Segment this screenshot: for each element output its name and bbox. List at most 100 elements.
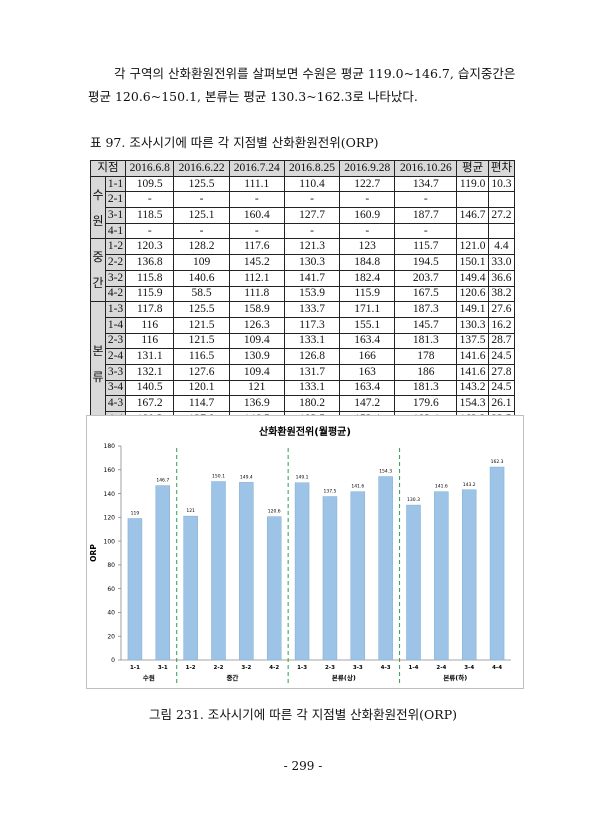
value-cell: 133.1 xyxy=(283,379,341,397)
bar-data-label: 119 xyxy=(131,511,140,517)
value-cell: 115.7 xyxy=(394,238,458,256)
value-cell: 16.2 xyxy=(487,316,516,334)
value-cell: 181.3 xyxy=(394,332,458,350)
orp-table: 지점 2016.6.8 2016.6.22 2016.7.24 2016.8.25 201… xyxy=(90,160,516,428)
value-cell: 125.5 xyxy=(173,175,230,193)
value-cell: 121.5 xyxy=(173,332,230,350)
value-cell: 109.4 xyxy=(228,332,285,350)
value-cell: 116 xyxy=(124,332,175,350)
group-axis-label: 중간 xyxy=(226,673,238,682)
x-tick-label: 4-2 xyxy=(269,665,279,671)
value-cell: 140.5 xyxy=(124,379,175,397)
bar xyxy=(350,491,366,661)
table-header-row: 지점 2016.6.8 2016.6.22 2016.7.24 2016.8.25 201… xyxy=(90,160,516,177)
bar xyxy=(211,481,226,661)
value-cell: 149.1 xyxy=(456,301,489,318)
value-cell: - xyxy=(124,191,175,209)
bar-data-label: 143.2 xyxy=(463,482,476,488)
bar-data-label: 150.1 xyxy=(212,474,225,480)
value-cell: 203.7 xyxy=(394,269,458,287)
value-cell: 141.7 xyxy=(283,269,341,287)
value-cell: 28.7 xyxy=(487,332,516,350)
value-cell: 38.2 xyxy=(487,285,516,303)
column-header: 지점 xyxy=(90,160,126,177)
site-cell: 2-2 xyxy=(105,254,126,271)
y-tick-label: 160 xyxy=(104,467,116,474)
bar-data-label: 120.6 xyxy=(268,509,281,515)
value-cell: 111.1 xyxy=(228,175,285,193)
table-row: 3-3 132.1 127.6 109.4 131.7 163 186 141.6 27.8 xyxy=(91,363,516,381)
value-cell: - xyxy=(339,222,396,240)
x-tick-label: 3-4 xyxy=(464,665,474,671)
value-cell: - xyxy=(283,191,341,209)
value-cell: 178 xyxy=(394,348,458,365)
value-cell: 163.4 xyxy=(339,379,396,397)
value-cell: 141.6 xyxy=(456,363,489,381)
value-cell: 122.7 xyxy=(339,175,396,193)
value-cell: 36.6 xyxy=(487,269,516,287)
column-header: 2016.6.8 xyxy=(124,160,175,177)
value-cell: 167.2 xyxy=(124,395,175,412)
bar xyxy=(183,515,198,661)
value-cell: 134.7 xyxy=(394,175,458,193)
value-cell: 130.3 xyxy=(283,254,341,271)
column-header: 2016.6.22 xyxy=(173,160,230,177)
bar xyxy=(322,496,338,661)
x-tick-label: 2-2 xyxy=(214,665,224,671)
value-cell: 109 xyxy=(173,254,230,271)
paragraph-line-2: 평균 120.6~150.1, 본류는 평균 130.3~162.3로 나타났다… xyxy=(88,89,418,104)
bar xyxy=(294,482,310,661)
value-cell: 115.9 xyxy=(124,285,175,303)
x-tick-label: 3-2 xyxy=(241,665,251,671)
value-cell: 184.8 xyxy=(339,254,396,271)
value-cell: 154.3 xyxy=(456,395,489,412)
intro-paragraph: 각 구역의 산화환원전위를 살펴보면 수원은 평균 119.0~146.7, 습… xyxy=(88,62,534,108)
bar xyxy=(406,504,421,661)
value-cell: - xyxy=(339,191,396,209)
bar-data-label: 121 xyxy=(186,508,195,514)
value-cell: 120.6 xyxy=(456,285,489,303)
value-cell: 27.2 xyxy=(487,207,516,224)
x-tick-label: 2-4 xyxy=(436,665,446,671)
bar xyxy=(155,485,171,661)
value-cell: 179.6 xyxy=(394,395,458,412)
chart-title: 산화환원전위(월평균) xyxy=(259,425,351,438)
y-tick-label: 120 xyxy=(104,515,116,522)
table-row: 3-2 115.8 140.6 112.1 141.7 182.4 203.7 149.4 36… xyxy=(91,269,516,287)
site-cell: 4-2 xyxy=(105,285,126,303)
bar-data-label: 130.3 xyxy=(407,497,420,503)
y-tick-label: 60 xyxy=(107,586,115,593)
y-tick-label: 100 xyxy=(104,538,116,545)
value-cell: 171.1 xyxy=(339,301,396,318)
value-cell: 115.9 xyxy=(339,285,396,303)
site-cell: 2-4 xyxy=(105,348,126,365)
bar xyxy=(378,476,393,661)
site-cell: 4-1 xyxy=(105,222,126,240)
value-cell: 117.8 xyxy=(124,301,175,318)
table-row: 중 간 1-2 120.3 128.2 117.6 121.3 123 115.7 121.0 4.… xyxy=(90,238,516,303)
value-cell: 119.0 xyxy=(456,175,489,193)
chart-frame: 산화환원전위(월평균) ORP 0 20 40 60 80 100 120 140 160 180 11… xyxy=(86,415,524,689)
site-cell: 1-1 xyxy=(105,175,126,193)
value-cell: 133.1 xyxy=(283,332,341,350)
value-cell: 167.5 xyxy=(394,285,458,303)
value-cell: - xyxy=(394,222,458,240)
group-axis-label: 수원 xyxy=(143,673,155,682)
value-cell: 125.1 xyxy=(173,207,230,224)
x-tick-label: 2-3 xyxy=(325,665,335,671)
table-row: 1-4 116 121.5 126.3 117.3 155.1 145.7 130.3 16.2 xyxy=(91,316,516,334)
column-header: 2016.7.24 xyxy=(228,160,285,177)
value-cell: 132.1 xyxy=(124,363,175,381)
bar-data-label: 137.5 xyxy=(323,489,336,495)
site-cell: 1-3 xyxy=(105,301,126,318)
site-cell: 4-3 xyxy=(105,395,126,412)
site-cell: 3-1 xyxy=(105,207,126,224)
value-cell: 130.9 xyxy=(228,348,285,365)
value-cell: 146.7 xyxy=(456,207,489,224)
value-cell: 120.1 xyxy=(173,379,230,397)
value-cell: 158.9 xyxy=(228,301,285,318)
value-cell: 131.1 xyxy=(124,348,175,365)
value-cell xyxy=(487,222,516,240)
value-cell: 160.4 xyxy=(228,207,285,224)
